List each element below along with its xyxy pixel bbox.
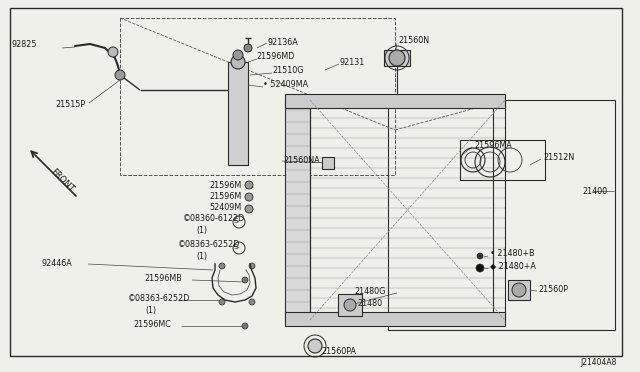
Text: 21596M: 21596M <box>209 181 241 190</box>
Text: • 21480+B: • 21480+B <box>490 249 534 258</box>
Text: 92131: 92131 <box>340 58 365 67</box>
Bar <box>285 94 505 108</box>
Circle shape <box>108 47 118 57</box>
Circle shape <box>233 50 243 60</box>
Circle shape <box>245 205 253 213</box>
Text: 21596MD: 21596MD <box>256 52 294 61</box>
Text: 21510G: 21510G <box>272 66 303 75</box>
Text: 21560PA: 21560PA <box>321 347 356 356</box>
Text: ©08363-6252D: ©08363-6252D <box>128 294 190 303</box>
Text: ©08363-6252D: ©08363-6252D <box>178 240 241 249</box>
Circle shape <box>115 70 125 80</box>
Text: • 52409MA: • 52409MA <box>263 80 308 89</box>
Text: 21560P: 21560P <box>538 285 568 294</box>
Text: 21400: 21400 <box>582 187 607 196</box>
Bar <box>460 140 545 180</box>
Text: J21404A8: J21404A8 <box>580 358 616 367</box>
Text: 21480: 21480 <box>357 299 382 308</box>
Circle shape <box>244 44 252 52</box>
Circle shape <box>249 263 255 269</box>
Text: 21560N: 21560N <box>398 36 429 45</box>
Bar <box>384 50 410 66</box>
Circle shape <box>219 299 225 305</box>
Circle shape <box>308 339 322 353</box>
Circle shape <box>245 181 253 189</box>
Circle shape <box>512 283 526 297</box>
Bar <box>338 294 362 316</box>
Text: 21480G: 21480G <box>354 287 385 296</box>
Text: S: S <box>234 244 238 250</box>
Text: 21515P: 21515P <box>55 100 85 109</box>
Circle shape <box>344 299 356 311</box>
Text: 92136A: 92136A <box>268 38 299 47</box>
Text: ©08360-6122D: ©08360-6122D <box>183 214 245 223</box>
Circle shape <box>219 263 225 269</box>
Circle shape <box>242 277 248 283</box>
Text: (1): (1) <box>196 226 207 235</box>
Circle shape <box>245 193 253 201</box>
Circle shape <box>476 264 484 272</box>
Text: 92825: 92825 <box>12 40 38 49</box>
Text: 21596MA: 21596MA <box>474 141 512 150</box>
Bar <box>228 62 248 165</box>
Circle shape <box>249 299 255 305</box>
Text: 92446A: 92446A <box>42 259 73 268</box>
Text: 21596M: 21596M <box>209 192 241 201</box>
Text: 21512N: 21512N <box>543 153 574 162</box>
Text: 21560NA: 21560NA <box>283 156 319 165</box>
Bar <box>388 100 615 330</box>
Text: (1): (1) <box>145 306 156 315</box>
Text: FRONT: FRONT <box>49 167 76 193</box>
Text: 52409M: 52409M <box>209 203 241 212</box>
Circle shape <box>231 55 245 69</box>
Bar <box>285 100 310 320</box>
Bar <box>120 18 395 175</box>
Text: S: S <box>234 218 238 224</box>
Bar <box>508 280 530 300</box>
Circle shape <box>242 323 248 329</box>
Bar <box>310 100 505 320</box>
Circle shape <box>389 50 405 66</box>
Circle shape <box>477 253 483 259</box>
Bar <box>285 312 505 326</box>
Text: ◆ 21480+A: ◆ 21480+A <box>490 261 536 270</box>
Text: 21596MC: 21596MC <box>133 320 171 329</box>
Text: (1): (1) <box>196 252 207 261</box>
Text: 21596MB: 21596MB <box>144 274 182 283</box>
